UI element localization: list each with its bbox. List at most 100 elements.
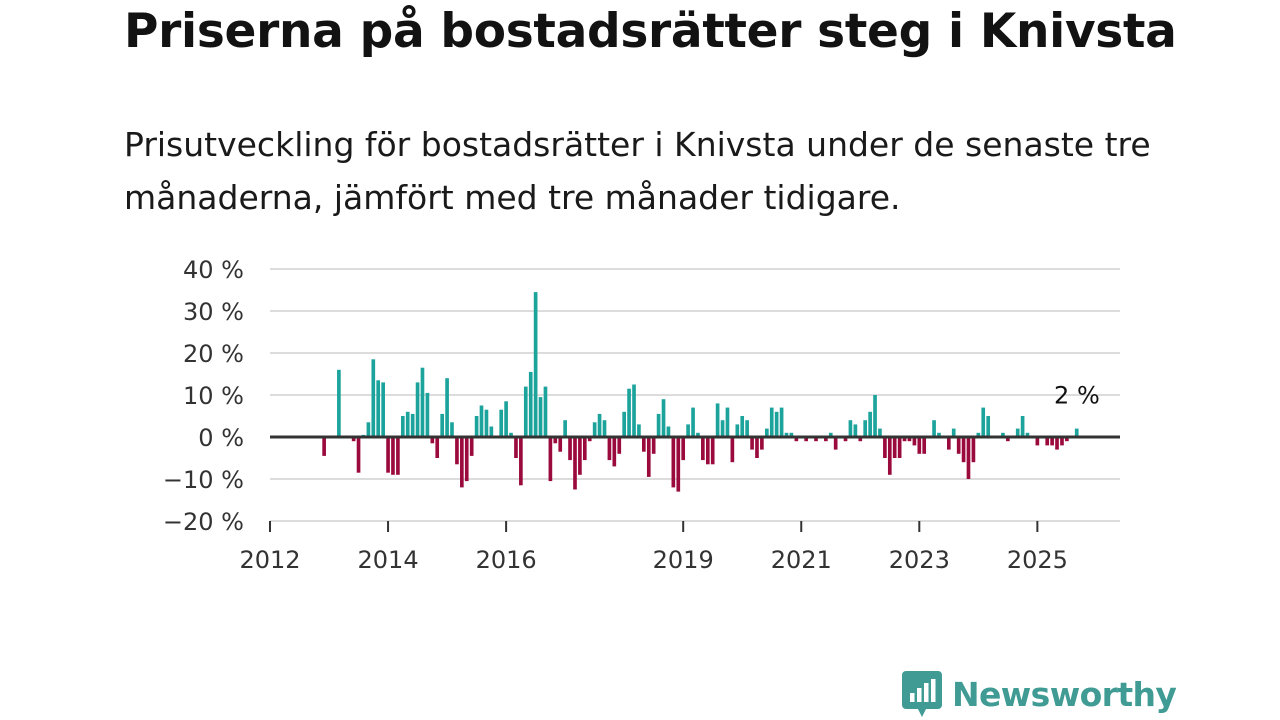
bar bbox=[730, 437, 735, 463]
bar bbox=[715, 403, 720, 437]
bar bbox=[410, 413, 415, 437]
bar bbox=[932, 420, 936, 437]
bar bbox=[1060, 437, 1064, 446]
bar bbox=[676, 437, 681, 492]
bar bbox=[646, 437, 651, 477]
bar bbox=[514, 437, 518, 458]
bar bbox=[415, 382, 420, 437]
bar bbox=[666, 426, 671, 437]
bar bbox=[592, 422, 597, 437]
bar bbox=[779, 407, 784, 437]
brand-name: Newsworthy bbox=[952, 674, 1177, 714]
bar bbox=[558, 437, 563, 452]
bar bbox=[833, 437, 838, 450]
bar bbox=[519, 437, 523, 486]
x-tick-label: 2019 bbox=[653, 546, 714, 574]
bar bbox=[824, 437, 828, 442]
bar bbox=[1050, 437, 1054, 446]
bar bbox=[430, 437, 435, 444]
bar bbox=[607, 437, 612, 461]
bar bbox=[710, 437, 715, 465]
bar bbox=[528, 371, 533, 437]
bar bbox=[553, 437, 558, 444]
bar bbox=[740, 416, 745, 437]
bar bbox=[863, 420, 868, 437]
bar bbox=[912, 437, 917, 446]
bar bbox=[966, 437, 971, 479]
bar bbox=[858, 437, 863, 442]
bar bbox=[371, 359, 376, 437]
bar bbox=[563, 420, 567, 437]
bar bbox=[509, 432, 513, 437]
bar bbox=[391, 437, 395, 475]
bar bbox=[1020, 416, 1025, 437]
bar bbox=[474, 416, 479, 437]
bar bbox=[538, 397, 543, 437]
bar bbox=[789, 432, 794, 437]
bar bbox=[961, 437, 966, 463]
bar bbox=[582, 437, 587, 461]
last-value-annotation: 2 % bbox=[1054, 382, 1100, 410]
x-tick-label: 2021 bbox=[771, 546, 832, 574]
bar bbox=[774, 411, 779, 437]
y-tick-label: 20 % bbox=[183, 340, 244, 368]
bar bbox=[337, 369, 341, 437]
y-tick-label: −10 % bbox=[163, 466, 244, 494]
bar bbox=[828, 432, 833, 437]
bar bbox=[976, 432, 981, 437]
bar bbox=[843, 437, 848, 442]
newsworthy-logo-icon bbox=[902, 671, 942, 717]
bar bbox=[435, 437, 440, 458]
bar bbox=[1074, 428, 1079, 437]
bar bbox=[602, 420, 607, 437]
bar bbox=[868, 411, 872, 437]
x-tick-label: 2014 bbox=[358, 546, 419, 574]
bar bbox=[661, 399, 666, 437]
bar bbox=[356, 437, 361, 473]
bar bbox=[720, 420, 725, 437]
bar bbox=[878, 428, 882, 437]
bar-chart: 40 % 30 % 20 % 10 % 0 % −10 % −20 % 2012 2014 201… bbox=[163, 256, 1120, 574]
bar bbox=[750, 437, 754, 450]
bar bbox=[420, 367, 425, 437]
bar bbox=[386, 437, 390, 473]
bar bbox=[1065, 437, 1069, 442]
bar bbox=[425, 392, 430, 437]
bar bbox=[686, 424, 690, 437]
bar bbox=[902, 437, 907, 442]
bars bbox=[322, 292, 1079, 492]
bar bbox=[887, 437, 892, 475]
bar bbox=[696, 432, 700, 437]
bar bbox=[376, 380, 381, 437]
y-tick-label: −20 % bbox=[163, 508, 244, 536]
bar bbox=[523, 386, 528, 437]
bar bbox=[396, 437, 400, 475]
bar bbox=[853, 424, 858, 437]
bar bbox=[405, 411, 410, 437]
bar bbox=[548, 437, 553, 482]
bar bbox=[464, 437, 469, 482]
bar bbox=[499, 409, 504, 437]
page-title: Priserna på bostadsrätter steg i Knivsta bbox=[124, 4, 1177, 59]
bar bbox=[745, 420, 749, 437]
bar bbox=[587, 437, 592, 442]
bar bbox=[922, 437, 927, 454]
bar bbox=[981, 407, 986, 437]
bar bbox=[784, 432, 789, 437]
bar bbox=[440, 413, 445, 437]
bar bbox=[735, 424, 740, 437]
bar bbox=[366, 422, 371, 437]
bar bbox=[1006, 437, 1010, 442]
bar bbox=[873, 395, 877, 437]
bar bbox=[725, 407, 730, 437]
bar bbox=[573, 437, 577, 490]
bar bbox=[351, 437, 356, 442]
bar bbox=[445, 378, 449, 437]
bar bbox=[701, 437, 705, 461]
newsworthy-brand: Newsworthy bbox=[902, 670, 1177, 718]
bar bbox=[578, 437, 582, 475]
x-tick-label: 2016 bbox=[476, 546, 537, 574]
bar bbox=[484, 409, 489, 437]
bar bbox=[681, 437, 686, 461]
bar bbox=[533, 292, 538, 437]
